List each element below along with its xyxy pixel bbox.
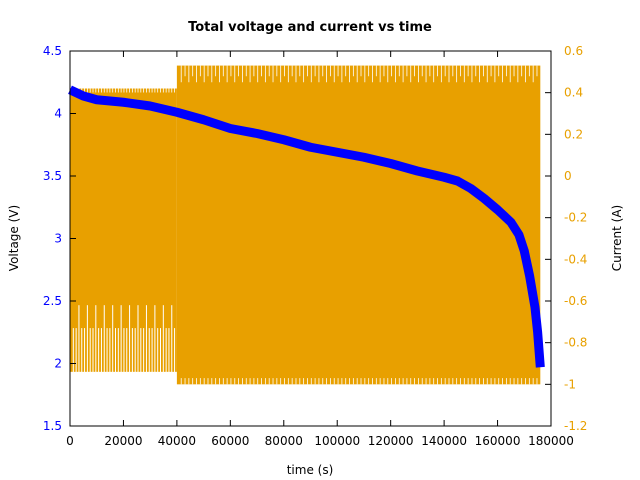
y2-tick-label: -0.6 [564,294,587,308]
x-tick-label: 120000 [368,434,414,448]
y-tick-label: 2 [54,357,62,371]
x-tick-label: 140000 [421,434,467,448]
y-tick-label: 4.5 [43,44,62,58]
x-tick-label: 40000 [158,434,196,448]
y2-tick-label: 0.6 [564,44,583,58]
y-tick-label: 3.5 [43,169,62,183]
y-tick-label: 1.5 [43,419,62,433]
y2-tick-label: -0.2 [564,211,587,225]
x-tick-label: 180000 [528,434,574,448]
x-tick-label: 160000 [475,434,521,448]
x-axis-label: time (s) [287,463,334,477]
y2-tick-label: 0.4 [564,86,583,100]
y-tick-label: 3 [54,232,62,246]
plot-area [68,65,545,385]
y2-tick-label: 0 [564,169,572,183]
current-band-1 [176,65,541,385]
x-tick-label: 20000 [104,434,142,448]
y-axis-label: Voltage (V) [7,205,21,271]
ticks: 0 20000 40000 60000 80000 100000 120000 140000 1… [43,44,588,448]
y-tick-label: 2.5 [43,294,62,308]
y2-tick-label: 0.2 [564,127,583,141]
y2-tick-label: -0.8 [564,336,587,350]
x-tick-label: 100000 [314,434,360,448]
y-tick-label: 4 [54,107,62,121]
x-tick-label: 80000 [265,434,303,448]
y2-axis-label: Current (A) [610,205,624,271]
y2-tick-label: -1.2 [564,419,587,433]
chart-title: Total voltage and current vs time [188,20,432,35]
x-tick-label: 60000 [211,434,249,448]
voltage-line [68,85,545,368]
y2-tick-label: -1 [564,377,576,391]
x-tick-label: 0 [66,434,74,448]
y2-tick-label: -0.4 [564,252,587,266]
